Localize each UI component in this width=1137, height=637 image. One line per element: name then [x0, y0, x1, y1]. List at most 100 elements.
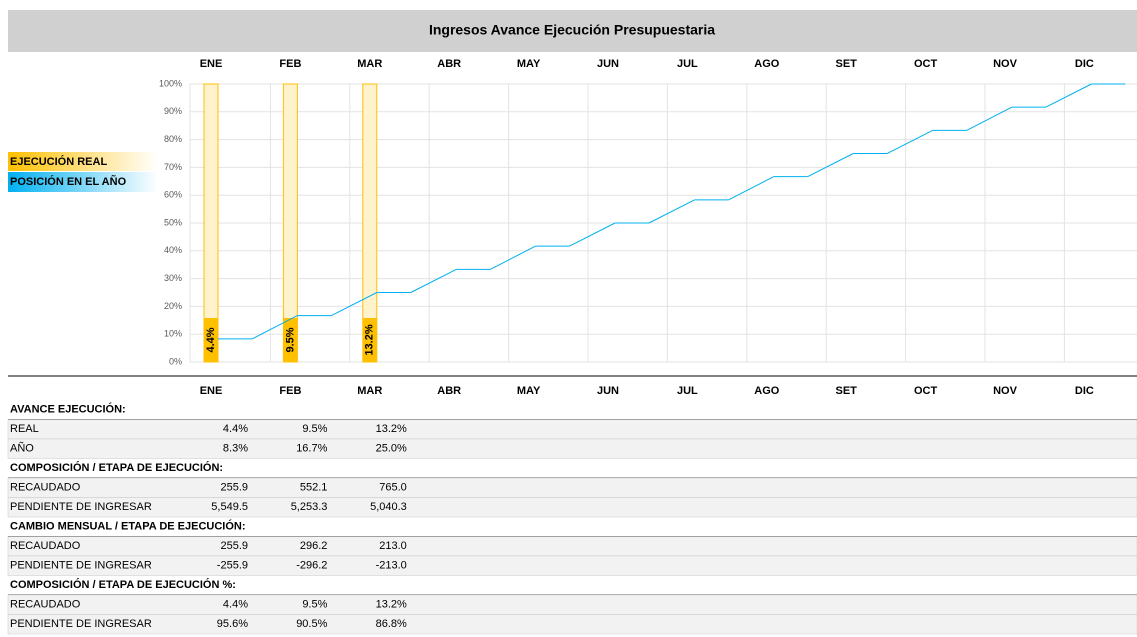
y-tick-label: 10%: [164, 329, 182, 339]
cell-value: 13.2%: [376, 423, 407, 435]
row-label: PENDIENTE DE INGRESAR: [10, 618, 152, 630]
cell-value: 9.5%: [302, 599, 327, 611]
cell-value: -296.2: [296, 560, 327, 572]
row-label: AÑO: [10, 442, 34, 455]
cell-value: 8.3%: [223, 443, 248, 455]
row-label: RECAUDADO: [10, 482, 81, 494]
row-label: PENDIENTE DE INGRESAR: [10, 501, 152, 513]
table-header: DIC: [1075, 385, 1094, 397]
table-row: [7, 614, 1137, 635]
table-header: JUL: [677, 385, 698, 397]
y-tick-label: 60%: [164, 190, 182, 200]
table-header: NOV: [993, 385, 1018, 397]
row-label: RECAUDADO: [10, 540, 81, 552]
line-rise: [1045, 83, 1092, 108]
x-tick-label: ABR: [437, 58, 461, 70]
cell-value: 5,253.3: [291, 501, 328, 513]
label-box: [204, 318, 218, 362]
section-title: AVANCE EJECUCIÓN:: [10, 403, 126, 416]
table-header: AGO: [754, 385, 780, 397]
cell-value: 213.0: [379, 540, 407, 552]
cell-value: 255.9: [220, 482, 248, 494]
y-tick-label: 0%: [169, 356, 182, 366]
data-label: 13.2%: [364, 324, 376, 355]
y-tick-label: 80%: [164, 134, 182, 144]
y-tick-label: 30%: [164, 273, 182, 283]
line-rise: [569, 222, 616, 247]
x-tick-label: JUN: [597, 58, 619, 70]
cell-value: 13.2%: [376, 599, 407, 611]
table-header: SET: [835, 385, 857, 397]
cell-value: 552.1: [300, 482, 328, 494]
y-tick-label: 70%: [164, 162, 182, 172]
x-tick-label: MAY: [517, 58, 541, 70]
x-tick-label: MAR: [357, 58, 382, 70]
x-tick-label: SET: [835, 58, 857, 70]
line-rise: [807, 153, 854, 178]
cell-value: 16.7%: [296, 443, 327, 455]
x-tick-label: AGO: [754, 58, 780, 70]
y-tick-label: 20%: [164, 301, 182, 311]
table-row: [7, 497, 1137, 518]
table-row: [7, 594, 1137, 615]
cell-value: -255.9: [217, 560, 248, 572]
legend-label: EJECUCIÓN REAL: [10, 155, 107, 168]
cell-value: 5,549.5: [211, 501, 248, 513]
x-tick-label: ENE: [200, 58, 223, 70]
line-rise: [489, 245, 536, 270]
y-tick-label: 90%: [164, 106, 182, 116]
legend-swatch: [8, 172, 158, 192]
row-label: REAL: [10, 423, 39, 435]
y-tick-label: 100%: [159, 78, 182, 88]
table-header: MAY: [517, 385, 541, 397]
table-header: FEB: [279, 385, 301, 397]
legend-label: POSICIÓN EN EL AÑO: [10, 175, 127, 188]
table-header: ABR: [437, 385, 461, 397]
data-label: 4.4%: [205, 327, 217, 352]
table-row: [7, 536, 1137, 557]
label-box: [362, 318, 377, 362]
section-title: CAMBIO MENSUAL / ETAPA DE EJECUCIÓN:: [10, 520, 246, 533]
cell-value: 86.8%: [376, 618, 407, 630]
cell-value: 765.0: [379, 482, 407, 494]
line-rise: [331, 292, 378, 317]
cell-value: 9.5%: [302, 423, 327, 435]
line-rise: [966, 106, 1013, 131]
cell-value: 4.4%: [223, 423, 248, 435]
table-row: [7, 477, 1137, 498]
line-rise: [410, 268, 457, 293]
table-header: JUN: [597, 385, 619, 397]
x-tick-label: NOV: [993, 58, 1018, 70]
table-header: OCT: [914, 385, 938, 397]
section-title: COMPOSICIÓN / ETAPA DE EJECUCIÓN %:: [10, 578, 236, 591]
table-header: MAR: [357, 385, 382, 397]
cell-value: -213.0: [376, 560, 407, 572]
cell-value: 5,040.3: [370, 501, 407, 513]
data-label: 9.5%: [284, 327, 296, 352]
table-row: [7, 419, 1137, 440]
line-rise: [648, 199, 695, 224]
label-box: [283, 318, 298, 362]
row-label: RECAUDADO: [10, 599, 81, 611]
x-tick-label: JUL: [677, 58, 698, 70]
legend-swatch: [8, 152, 158, 171]
chart-title: Ingresos Avance Ejecución Presupuestaria: [429, 22, 715, 38]
line-rise: [728, 176, 775, 201]
cell-value: 95.6%: [217, 618, 248, 630]
table-header: ENE: [200, 385, 223, 397]
row-label: PENDIENTE DE INGRESAR: [10, 560, 152, 572]
cell-value: 25.0%: [376, 443, 407, 455]
cell-value: 255.9: [220, 540, 248, 552]
title-bar: [8, 10, 1137, 52]
line-rise: [251, 315, 298, 340]
y-tick-label: 40%: [164, 245, 182, 255]
x-tick-label: OCT: [914, 58, 938, 70]
cell-value: 90.5%: [296, 618, 327, 630]
y-tick-label: 50%: [164, 217, 182, 227]
section-title: COMPOSICIÓN / ETAPA DE EJECUCIÓN:: [10, 461, 223, 474]
x-tick-label: FEB: [279, 58, 301, 70]
cell-value: 4.4%: [223, 599, 248, 611]
table-row: [7, 438, 1137, 459]
cell-value: 296.2: [300, 540, 328, 552]
